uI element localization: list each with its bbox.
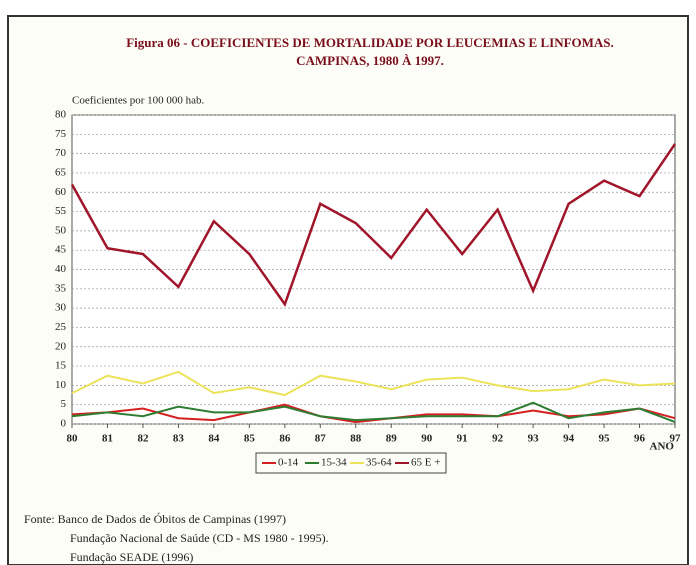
y-tick-label: 55 — [55, 205, 67, 217]
y-tick-label: 25 — [55, 321, 67, 333]
x-tick-label: 81 — [102, 433, 113, 445]
y-tick-label: 40 — [55, 263, 67, 275]
y-tick-label: 65 — [55, 166, 67, 178]
x-tick-label: 82 — [137, 433, 149, 445]
x-tick-label: 94 — [563, 433, 575, 445]
x-tick-label: 87 — [315, 433, 327, 445]
y-tick-label: 5 — [61, 398, 67, 410]
x-tick-label: 83 — [173, 433, 185, 445]
series-line — [71, 370, 676, 397]
x-tick-label: 89 — [386, 433, 398, 445]
legend-box — [255, 452, 447, 474]
y-tick-label: 30 — [55, 302, 67, 314]
y-tick-label: 80 — [55, 109, 67, 121]
y-tick-label: 20 — [55, 340, 67, 352]
x-tick-label: 92 — [492, 433, 504, 445]
y-tick-label: 60 — [55, 186, 67, 198]
x-tick-label: 91 — [457, 433, 468, 445]
y-axis-label: Coeficientes por 100 000 hab. — [72, 95, 205, 107]
x-tick-label: 93 — [528, 433, 540, 445]
y-tick-label: 45 — [55, 244, 67, 256]
y-tick-label: 50 — [55, 224, 67, 236]
y-tick-label: 75 — [55, 128, 67, 140]
x-tick-label: 85 — [244, 433, 256, 445]
legend-label: 35-64 — [366, 457, 392, 469]
chart-subtitle: CAMPINAS, 1980 À 1997. — [296, 53, 444, 68]
x-axis-label: ANO — [650, 441, 675, 453]
y-tick-label: 35 — [55, 282, 67, 294]
legend-label: 15-34 — [321, 457, 347, 469]
chart-title: Figura 06 - COEFICIENTES DE MORTALIDADE … — [126, 35, 614, 50]
series-line — [71, 401, 676, 424]
y-tick-label: 15 — [55, 360, 67, 372]
y-tick-label: 0 — [61, 418, 67, 430]
x-tick-label: 86 — [279, 433, 291, 445]
source-line: Fonte: Banco de Dados de Óbitos de Campi… — [24, 512, 286, 526]
x-tick-label: 95 — [599, 433, 611, 445]
y-tick-label: 70 — [55, 147, 67, 159]
x-tick-label: 84 — [208, 433, 220, 445]
x-tick-label: 88 — [350, 433, 362, 445]
x-tick-label: 80 — [67, 433, 79, 445]
series-line — [70, 143, 677, 307]
source-line: Fundação SEADE (1996) — [70, 550, 193, 564]
x-tick-label: 97 — [670, 433, 682, 445]
y-tick-label: 10 — [55, 379, 67, 391]
x-tick-label: 96 — [634, 433, 646, 445]
legend-label: 0-14 — [278, 457, 299, 469]
x-tick-label: 90 — [421, 433, 433, 445]
source-line: Fundação Nacional de Saúde (CD - MS 1980… — [70, 531, 329, 545]
legend-label: 65 E + — [411, 457, 440, 469]
